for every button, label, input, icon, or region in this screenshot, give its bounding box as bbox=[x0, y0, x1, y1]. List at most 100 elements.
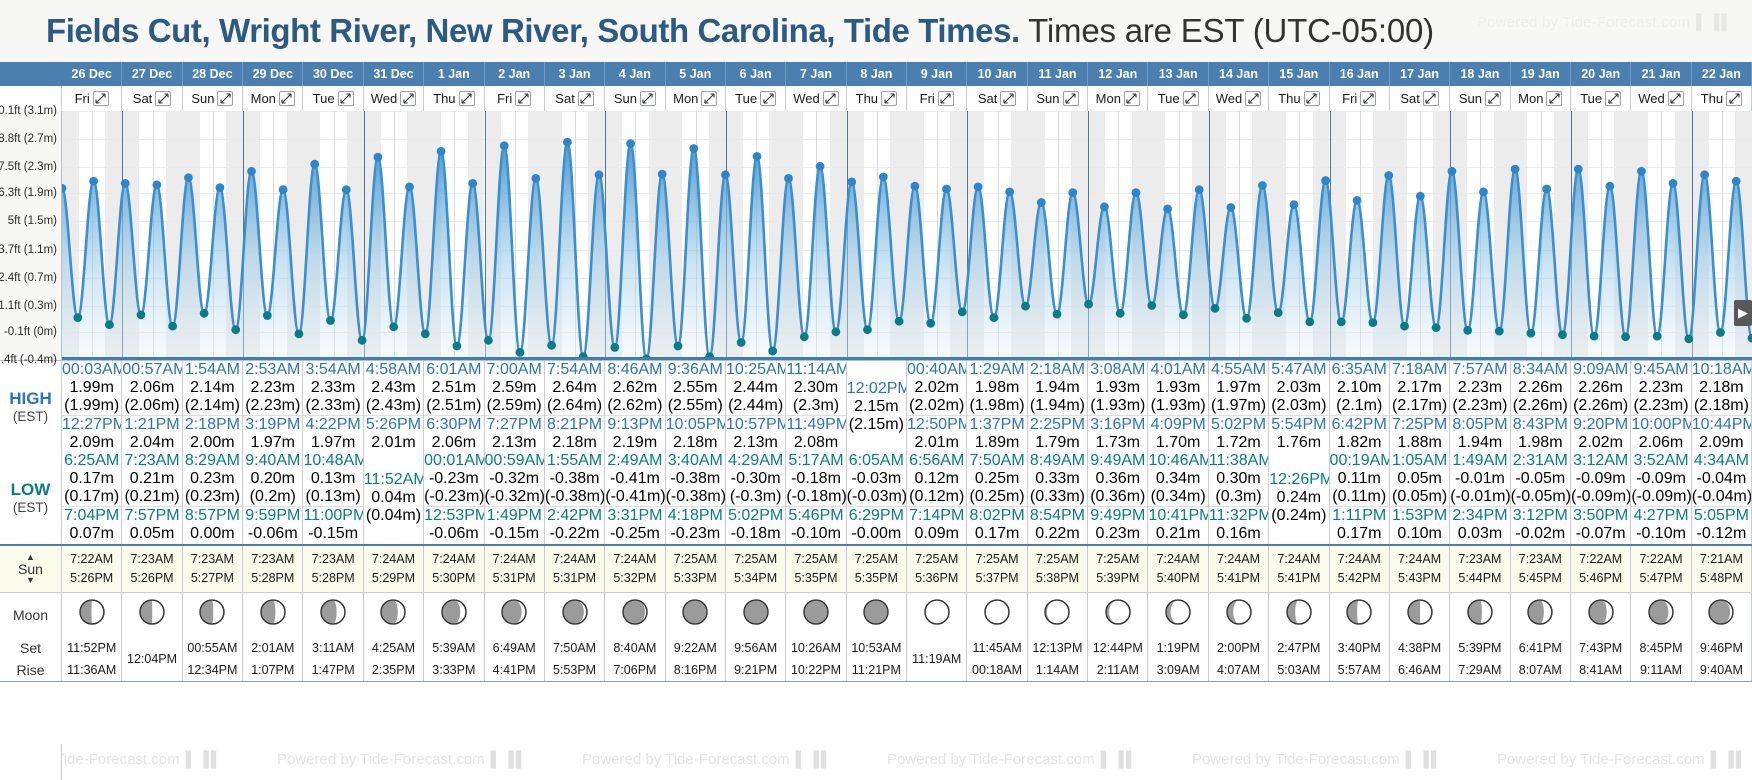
date-cell[interactable]: 6 Jan bbox=[726, 62, 787, 86]
expand-icon[interactable] bbox=[1000, 91, 1017, 106]
moon-cell[interactable] bbox=[967, 593, 1028, 636]
moon-cell[interactable] bbox=[1631, 593, 1692, 636]
moon-cell[interactable] bbox=[1209, 593, 1270, 636]
expand-icon[interactable] bbox=[1062, 91, 1079, 106]
low-tide-cell[interactable]: 11:52AM 0.04m (0.04m) bbox=[364, 452, 425, 544]
date-cell[interactable]: 2 Jan bbox=[485, 62, 545, 86]
moon-cell[interactable] bbox=[1330, 593, 1390, 636]
expand-icon[interactable] bbox=[1605, 91, 1622, 106]
date-cell[interactable]: 28 Dec bbox=[183, 62, 244, 86]
expand-icon[interactable] bbox=[400, 91, 417, 106]
expand-icon[interactable] bbox=[701, 91, 718, 106]
date-cell[interactable]: 19 Jan bbox=[1511, 62, 1571, 86]
date-cell[interactable]: 18 Jan bbox=[1450, 62, 1511, 86]
date-cell[interactable]: 14 Jan bbox=[1209, 62, 1270, 86]
moon-cell[interactable] bbox=[364, 593, 425, 636]
low-tide-cell[interactable]: 4:34AM-0.04m(-0.04m) 5:05PM-0.12m(-0.12m) bbox=[1691, 452, 1752, 544]
expand-icon[interactable] bbox=[1360, 91, 1377, 106]
moon-cell[interactable] bbox=[545, 593, 606, 636]
date-cell[interactable]: 27 Dec bbox=[122, 62, 183, 86]
moon-cell[interactable] bbox=[62, 593, 123, 636]
moon-cell[interactable] bbox=[1571, 593, 1632, 636]
moon-cell[interactable] bbox=[1028, 593, 1089, 636]
expand-icon[interactable] bbox=[1485, 91, 1502, 106]
expand-icon[interactable] bbox=[639, 91, 656, 106]
expand-icon[interactable] bbox=[515, 91, 532, 106]
moon-cell[interactable] bbox=[1148, 593, 1209, 636]
low-tide-cell[interactable]: 2:31AM-0.05m(-0.05m) 3:12PM-0.02m(-0.02m) bbox=[1510, 452, 1571, 544]
date-cell[interactable]: 3 Jan bbox=[545, 62, 606, 86]
expand-icon[interactable] bbox=[1422, 91, 1439, 106]
low-tide-cell[interactable]: 3:12AM-0.09m(-0.09m) 3:50PM-0.07m(-0.07m) bbox=[1570, 452, 1632, 544]
date-cell[interactable]: 22 Jan bbox=[1692, 62, 1752, 86]
moon-cell[interactable] bbox=[1692, 593, 1752, 636]
date-cell[interactable]: 10 Jan bbox=[967, 62, 1028, 86]
date-cell[interactable]: 26 Dec bbox=[62, 62, 123, 86]
date-cell[interactable]: 31 Dec bbox=[364, 62, 425, 86]
date-cell[interactable]: 4 Jan bbox=[605, 62, 666, 86]
low-tide-cell[interactable]: 1:55AM-0.38m(-0.38m) 2:42PM-0.22m(-0.22m) bbox=[544, 452, 606, 544]
low-tide-cell[interactable]: 12:26PM 0.24m (0.24m) bbox=[1269, 452, 1330, 544]
expand-icon[interactable] bbox=[1303, 91, 1320, 106]
moon-cell[interactable] bbox=[183, 593, 244, 636]
expand-icon[interactable] bbox=[1123, 91, 1140, 106]
expand-icon[interactable] bbox=[1667, 91, 1684, 106]
moon-cell[interactable] bbox=[605, 593, 666, 636]
moon-cell[interactable] bbox=[485, 593, 545, 636]
low-tide-cell[interactable]: 6:05AM-0.03m(-0.03m) 6:29PM-0.00m(0m) bbox=[846, 452, 908, 544]
low-tide-cell[interactable]: 3:40AM-0.38m(-0.38m) 4:18PM-0.23m(-0.23m) bbox=[665, 452, 726, 544]
expand-icon[interactable] bbox=[92, 91, 109, 106]
expand-icon[interactable] bbox=[822, 91, 839, 106]
low-tide-cell[interactable]: 4:29AM-0.30m(-0.3m) 5:02PM-0.18m(-0.18m) bbox=[725, 452, 787, 544]
moon-cell[interactable] bbox=[666, 593, 726, 636]
moon-cell[interactable] bbox=[1390, 593, 1451, 636]
chart-plot-area[interactable] bbox=[62, 111, 1752, 360]
expand-icon[interactable] bbox=[1182, 91, 1199, 106]
date-cell[interactable]: 1 Jan bbox=[424, 62, 485, 86]
date-cell[interactable]: 30 Dec bbox=[303, 62, 364, 86]
expand-icon[interactable] bbox=[1245, 91, 1262, 106]
date-cell[interactable]: 7 Jan bbox=[786, 62, 847, 86]
date-cell[interactable]: 5 Jan bbox=[666, 62, 726, 86]
moon-cell[interactable] bbox=[786, 593, 847, 636]
moon-cell[interactable] bbox=[907, 593, 968, 636]
expand-icon[interactable] bbox=[577, 91, 594, 106]
next-days-button[interactable]: ▶ bbox=[1734, 300, 1752, 326]
moon-cell[interactable] bbox=[243, 593, 304, 636]
moon-cell[interactable] bbox=[424, 593, 485, 636]
low-tide-cell[interactable]: 5:17AM-0.18m(-0.18m) 5:46PM-0.10m(-0.1m) bbox=[786, 452, 847, 544]
date-cell[interactable]: 17 Jan bbox=[1390, 62, 1451, 86]
date-cell[interactable]: 15 Jan bbox=[1269, 62, 1330, 86]
expand-icon[interactable] bbox=[278, 91, 295, 106]
moon-cell[interactable] bbox=[1450, 593, 1511, 636]
